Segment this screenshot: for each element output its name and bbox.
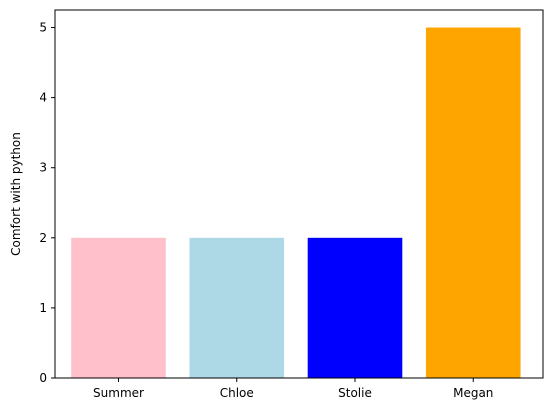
y-axis-ticks: 0 1 2 3 4 5: [39, 21, 55, 385]
bar-megan: [425, 27, 521, 379]
y-axis-label: Comfort with python: [9, 132, 23, 256]
x-tick-label: Chloe: [220, 386, 254, 400]
x-axis-ticks: Summer Chloe Stolie Megan: [93, 378, 493, 400]
y-tick-label: 3: [39, 161, 47, 175]
x-tick-label: Summer: [93, 386, 144, 400]
plot-frame: [54, 9, 544, 379]
y-tick-label: 4: [39, 91, 47, 105]
bar-summer: [71, 237, 166, 378]
y-tick-label: 1: [39, 301, 47, 315]
bar-chloe: [189, 237, 285, 378]
y-tick-label: 0: [39, 371, 47, 385]
bars-group: [71, 27, 521, 379]
bar-stolie: [307, 237, 403, 378]
y-tick-label: 2: [39, 231, 47, 245]
x-tick-label: Stolie: [338, 386, 372, 400]
y-tick-label: 5: [39, 21, 47, 35]
x-tick-label: Megan: [453, 386, 493, 400]
